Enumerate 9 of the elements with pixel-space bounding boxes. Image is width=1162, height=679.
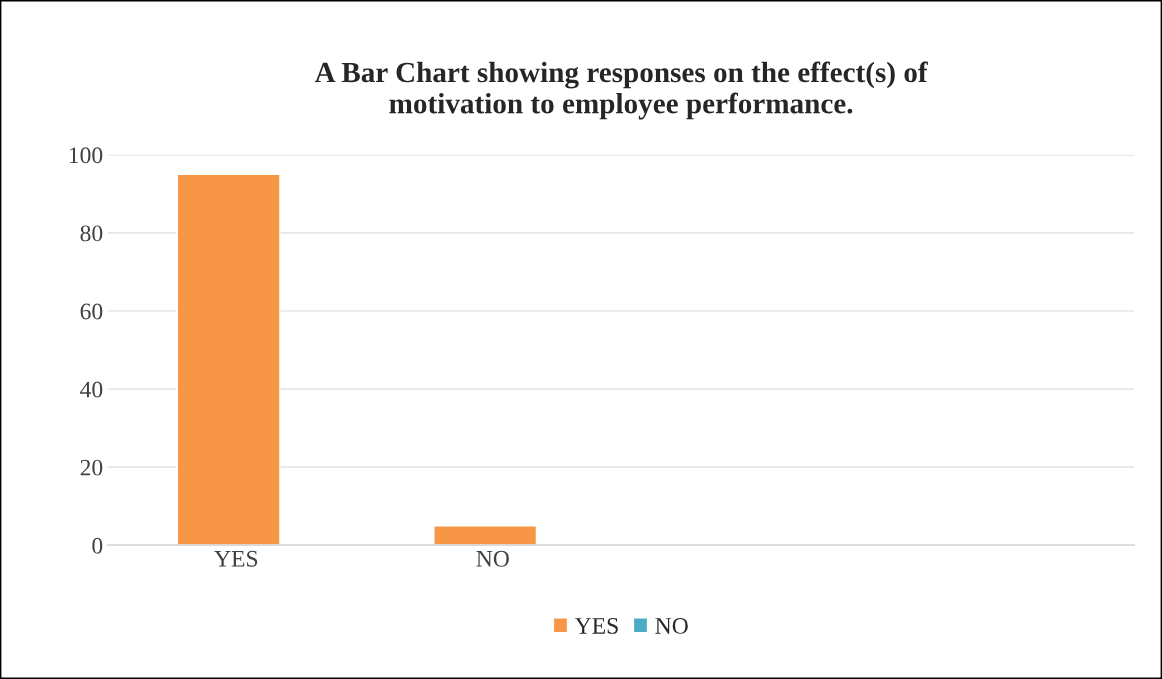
y-tick-label: 40: [80, 381, 103, 398]
y-tick-label: 20: [80, 459, 103, 476]
y-tick-label: 80: [80, 225, 103, 242]
chart-title: A Bar Chart showing responses on the effect(s) of motivation to employee performance.: [314, 61, 928, 120]
y-tick-label: 100: [69, 147, 103, 164]
legend-label: YES: [574, 617, 618, 634]
y-tick-label: 60: [80, 303, 103, 320]
y-tick-label: 0: [92, 537, 103, 554]
legend-label: NO: [655, 617, 688, 634]
